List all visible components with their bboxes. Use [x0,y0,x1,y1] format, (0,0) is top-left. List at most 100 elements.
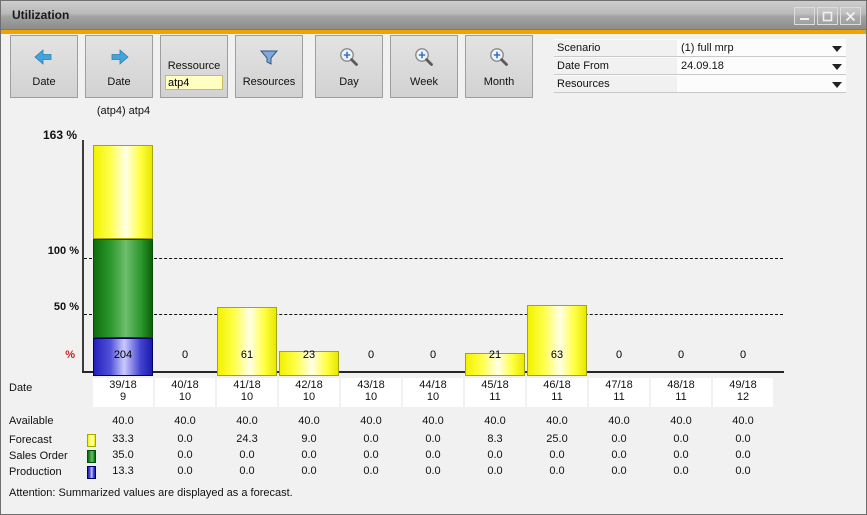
sales-order-value: 0.0 [363,449,379,461]
production-value: 0.0 [673,465,689,477]
sales-order-value: 0.0 [487,449,503,461]
zoom-day-button[interactable]: Day [315,35,383,98]
utilization-bar [527,305,587,376]
sales-order-value: 0.0 [301,449,317,461]
week-label: 42/18 [295,379,323,391]
week-label: 43/18 [357,379,385,391]
ressource-label: Ressource [167,60,221,72]
utilization-bar [465,353,525,376]
chart-column: 0 49/18 12 40.0 0.0 0.0 0.0 [712,141,774,486]
month-label: 9 [119,391,127,403]
chevron-down-icon[interactable] [832,82,842,88]
date-cell: 48/18 11 [651,378,711,407]
y-axis-percent-label: % [65,349,75,361]
date-cell: 43/18 10 [341,378,401,407]
zoom-week-button[interactable]: Week [390,35,458,98]
sales-order-value: 0.0 [673,449,689,461]
utilization-bar [279,351,339,376]
date-from-value: 24.09.18 [681,60,724,72]
date-cell: 39/18 9 [93,378,153,407]
scenario-row: Scenario (1) full mrp [554,39,846,57]
chart-column: 21 45/18 11 40.0 8.3 0.0 0.0 [464,141,526,486]
week-label: 48/18 [667,379,695,391]
chevron-down-icon[interactable] [832,64,842,70]
scenario-select[interactable]: (1) full mrp [677,40,846,56]
utilization-value: 23 [302,349,316,361]
bar-segment-forecast [217,307,277,376]
maximize-icon [822,11,833,21]
forecast-legend-swatch [87,434,96,447]
available-value: 40.0 [298,415,320,427]
zoom-month-label: Month [483,76,515,88]
production-value: 0.0 [735,465,751,477]
sales-order-row-label: Sales Order [9,450,68,462]
date-back-button[interactable]: Date [10,35,78,98]
week-label: 44/18 [419,379,447,391]
y-axis-50-label: 50 % [53,301,79,313]
maximize-button[interactable] [817,7,838,25]
available-row-label: Available [9,415,54,427]
ressource-button[interactable]: Ressource [160,35,228,98]
utilization-bar [217,307,277,376]
resources-filter-button[interactable]: Resources [235,35,303,98]
production-value: 13.3 [112,465,134,477]
date-from-select[interactable]: 24.09.18 [677,58,846,74]
y-axis-max-label: 163 % [42,128,77,142]
minimize-button[interactable] [794,7,815,25]
scenario-value: (1) full mrp [681,42,734,54]
month-label: 11 [613,391,625,403]
minimize-icon [800,17,809,20]
production-row-label: Production [9,466,62,478]
week-label: 41/18 [233,379,261,391]
chart-title: (atp4) atp4 [96,105,151,117]
chart-column: 0 44/18 10 40.0 0.0 0.0 0.0 [402,141,464,486]
date-forward-button[interactable]: Date [85,35,153,98]
month-label: 10 [240,391,254,403]
sales-order-value: 0.0 [239,449,255,461]
forecast-value: 8.3 [487,433,503,445]
sales-order-value: 35.0 [112,449,134,461]
date-from-label: Date From [557,60,609,72]
week-label: 39/18 [109,379,137,391]
month-label: 10 [302,391,316,403]
title-bar[interactable]: Utilization [1,1,866,30]
production-value: 0.0 [239,465,255,477]
arrow-right-icon [108,45,130,69]
chevron-down-icon[interactable] [832,46,842,52]
zoom-month-button[interactable]: Month [465,35,533,98]
resources-select[interactable] [677,76,846,92]
scenario-label: Scenario [557,42,601,54]
resources-filter-label: Resources [242,76,296,88]
arrow-left-icon [33,45,55,69]
y-axis-100-label: 100 % [47,245,79,257]
forecast-value: 0.0 [177,433,193,445]
chart-column: 0 43/18 10 40.0 0.0 0.0 0.0 [340,141,402,486]
available-value: 40.0 [112,415,134,427]
week-label: 45/18 [481,379,509,391]
forecast-value: 0.0 [425,433,441,445]
sales-order-value: 0.0 [549,449,565,461]
bar-segment-forecast [527,305,587,376]
zoom-day-label: Day [339,76,359,88]
gridline-50 [84,314,783,315]
chart-column: 0 40/18 10 40.0 0.0 0.0 0.0 [154,141,216,486]
attention-note: Attention: Summarized values are display… [9,487,293,499]
bar-segment-production [93,338,153,376]
utilization-bar [93,145,153,376]
bar-segment-forecast [465,353,525,376]
month-label: 10 [178,391,192,403]
bar-segment-forecast [279,351,339,376]
production-value: 0.0 [487,465,503,477]
sales-order-value: 0.0 [735,449,751,461]
date-cell: 49/18 12 [713,378,773,407]
chart-column: 0 47/18 11 40.0 0.0 0.0 0.0 [588,141,650,486]
close-button[interactable] [840,7,861,25]
date-cell: 40/18 10 [155,378,215,407]
ressource-input[interactable] [165,75,223,90]
close-icon [845,11,856,21]
week-label: 46/18 [543,379,571,391]
week-label: 40/18 [171,379,199,391]
resources-label: Resources [557,78,610,90]
utilization-value: 204 [113,349,133,361]
